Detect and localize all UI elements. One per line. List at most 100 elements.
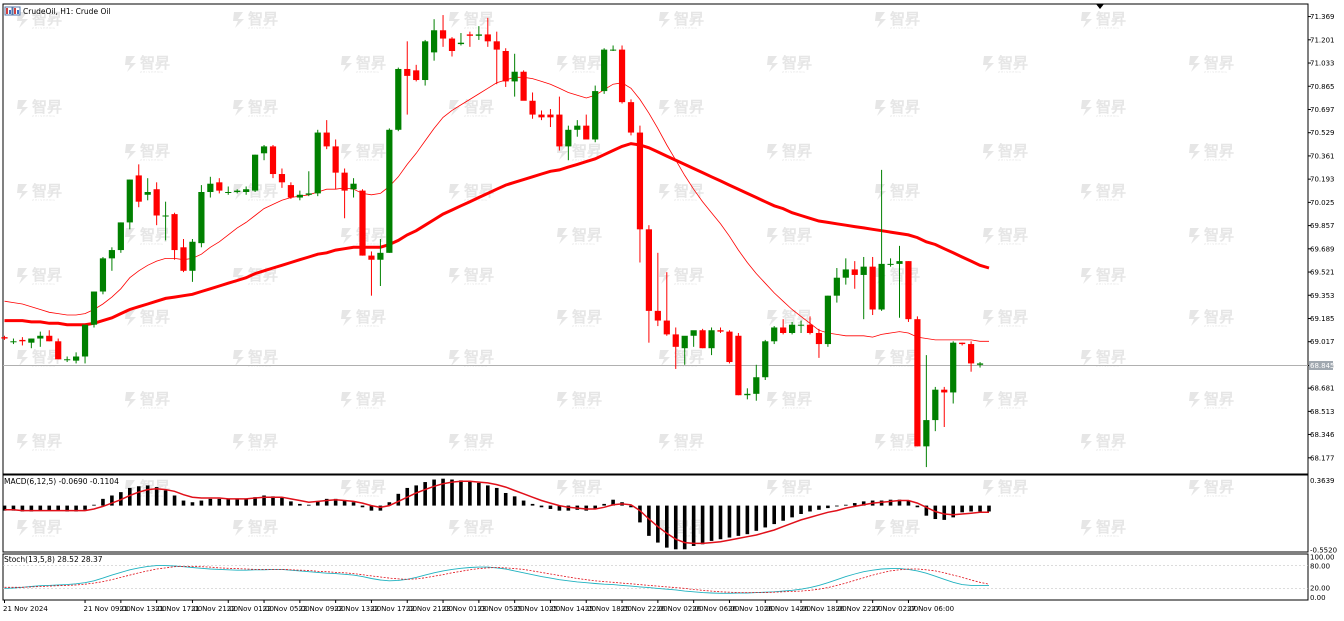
candle-body — [959, 342, 966, 345]
candle — [260, 145, 268, 161]
candle-body — [162, 215, 169, 217]
macd-histogram-bar — [861, 501, 866, 506]
macd-histogram-bar — [512, 496, 517, 506]
watermark-logo-icon — [983, 228, 994, 244]
candle-body — [37, 335, 44, 339]
watermark-text: 智昇 — [890, 182, 920, 200]
candle — [565, 125, 572, 161]
candle — [180, 239, 187, 273]
time-tick-label: 25 Nov 14:00 — [549, 605, 596, 613]
time-tick-label: 22 Nov 01:00 — [227, 605, 274, 613]
candle — [824, 295, 831, 347]
time-tick-label: 26 Nov 10:00 — [728, 605, 775, 613]
macd-histogram-bar — [584, 505, 589, 511]
window-icon[interactable] — [4, 6, 21, 16]
watermark-logo-icon — [767, 310, 778, 326]
macd-histogram-bar — [477, 482, 481, 506]
candle — [73, 352, 80, 364]
main-chart-frame — [2, 3, 1309, 601]
watermark-text: 智昇 — [32, 518, 62, 536]
watermark-logo-icon — [449, 12, 460, 28]
time-tick-label: 25 Nov 22:00 — [621, 605, 668, 613]
time-tick-label: 27 Nov 02:00 — [871, 605, 918, 613]
candle-body — [252, 154, 259, 191]
watermark-logo-icon — [449, 184, 460, 200]
candle — [484, 17, 491, 47]
price-tick-label: 71.369 — [1310, 13, 1335, 21]
watermark-subtext: ZHISHENG — [32, 448, 56, 452]
candle — [726, 330, 733, 364]
watermark-logo-icon — [1081, 12, 1092, 28]
macd-histogram-bar — [817, 505, 821, 510]
candle-body — [699, 330, 706, 349]
watermark-logo-icon — [1081, 100, 1092, 116]
watermark-text: 智昇 — [674, 98, 704, 116]
macd-histogram-bar — [11, 505, 16, 511]
macd-histogram-bar — [611, 499, 615, 506]
watermark-subtext: ZHISHENG — [1204, 406, 1228, 410]
stoch-main-line — [4, 565, 989, 594]
watermark-subtext: ZHISHENG — [890, 26, 914, 30]
watermark-logo-icon — [659, 434, 670, 450]
watermark-logo-icon — [557, 56, 568, 72]
watermark-logo-icon — [1189, 310, 1200, 326]
chart-header: CrudeOil, H1: Crude Oil — [4, 6, 111, 16]
watermark-logo-icon — [341, 144, 352, 160]
candle-body — [135, 175, 142, 202]
candle-body — [851, 269, 858, 275]
watermark-text: 智昇 — [572, 142, 602, 160]
watermark-subtext: ZHISHENG — [674, 364, 698, 368]
watermark-logo-icon — [1189, 480, 1200, 496]
watermark-subtext: ZHISHENG — [464, 448, 488, 452]
watermark-logo-icon — [1081, 184, 1092, 200]
current-price-label: 68.845 — [1310, 362, 1335, 370]
candle — [90, 291, 98, 328]
candle-body — [547, 114, 554, 118]
candle — [592, 85, 599, 143]
macd-histogram-bar — [190, 502, 195, 506]
watermark-text: 智昇 — [890, 348, 920, 366]
candle — [717, 327, 724, 333]
macd-histogram-bar — [459, 480, 463, 506]
candle-body — [90, 291, 98, 325]
candle — [645, 225, 652, 343]
watermark-logo-icon — [125, 144, 136, 160]
watermark-subtext: ZHISHENG — [1204, 70, 1228, 74]
watermark-subtext: ZHISHENG — [782, 158, 806, 162]
watermark-subtext: ZHISHENG — [674, 448, 698, 452]
candle-body — [896, 261, 903, 264]
price-tick-label: 69.017 — [1310, 338, 1335, 346]
time-tick-label: 27 Nov 06:00 — [907, 605, 954, 613]
watermark-logo-icon — [767, 144, 778, 160]
watermark-subtext: ZHISHENG — [464, 114, 488, 118]
time-tick-label: 21 Nov 09:00 — [84, 605, 131, 613]
macd-histogram-bar — [154, 487, 159, 506]
candle — [860, 256, 867, 320]
candle-body — [189, 241, 196, 271]
watermark-text: 智昇 — [1096, 182, 1126, 200]
watermark-logo-icon — [17, 520, 28, 536]
candle-body — [627, 102, 635, 133]
price-tick-label: 69.857 — [1310, 222, 1335, 230]
watermark-subtext: ZHISHENG — [248, 26, 272, 30]
watermark-subtext: ZHISHENG — [1096, 26, 1120, 30]
price-tick-label: 70.865 — [1310, 83, 1335, 91]
watermark-text: 智昇 — [1096, 10, 1126, 28]
chart-shift-marker-icon[interactable] — [1096, 4, 1104, 9]
candle — [538, 110, 545, 121]
candle-body — [878, 263, 885, 310]
watermark-logo-icon — [659, 184, 670, 200]
watermark-subtext: ZHISHENG — [356, 406, 380, 410]
watermark-text: 智昇 — [356, 142, 386, 160]
macd-histogram-bar — [208, 498, 213, 506]
macd-histogram-bar — [700, 505, 705, 545]
watermark-text: 智昇 — [890, 10, 920, 28]
macd-histogram-bar — [324, 498, 329, 506]
watermark-subtext: ZHISHENG — [890, 534, 914, 538]
candle-body — [422, 41, 429, 81]
macd-histogram-bar — [593, 505, 597, 509]
candle — [905, 261, 912, 322]
candle — [314, 129, 321, 197]
